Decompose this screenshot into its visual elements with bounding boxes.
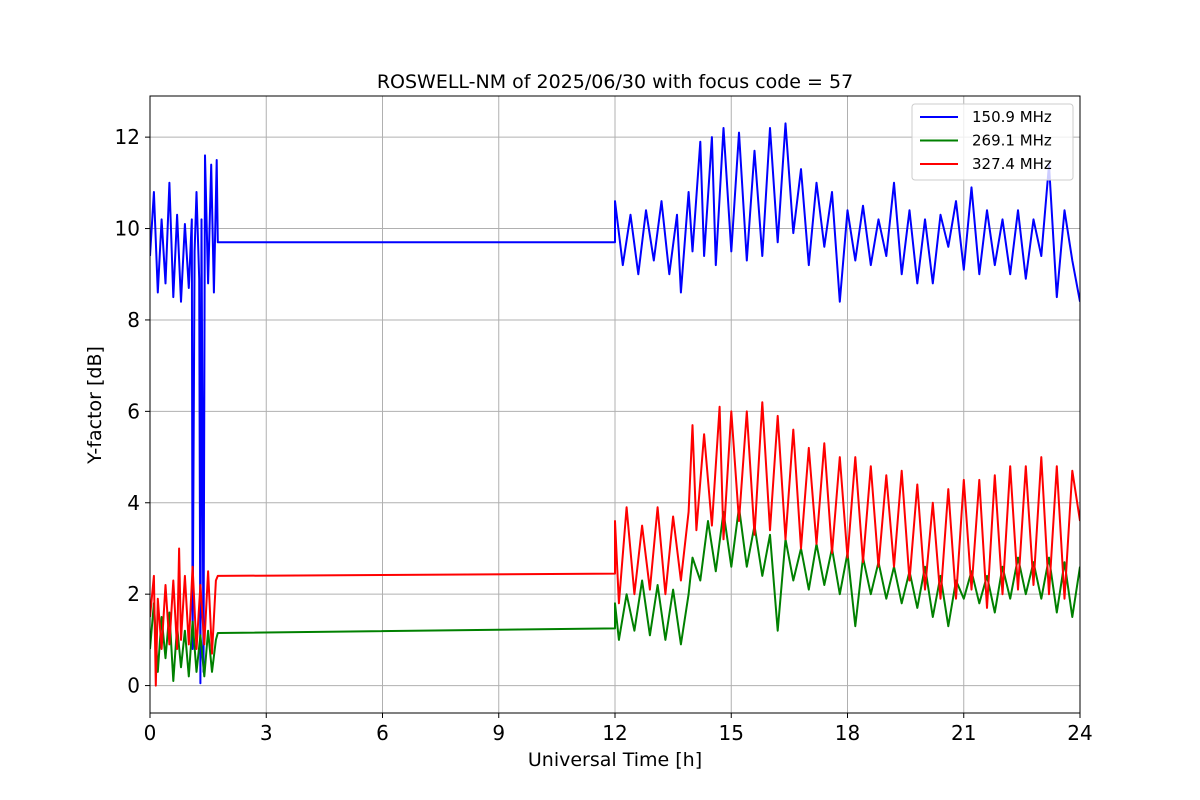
y-tick-label: 12 <box>115 125 140 149</box>
legend: 150.9 MHz 269.1 MHz 327.4 MHz <box>911 103 1074 181</box>
x-tick-label: 18 <box>835 721 860 745</box>
series-lines <box>150 122 1080 687</box>
legend-label-1: 150.9 MHz <box>972 108 1052 126</box>
series-line-2 <box>150 506 1080 682</box>
y-tick-label: 2 <box>127 582 140 606</box>
chart-title: ROSWELL-NM of 2025/06/30 with focus code… <box>377 71 853 93</box>
x-tick-label: 6 <box>376 721 389 745</box>
x-tick-label: 12 <box>602 721 627 745</box>
y-tick-label: 6 <box>127 399 140 423</box>
y-tick-label: 8 <box>127 308 140 332</box>
y-tick-label: 4 <box>127 491 140 515</box>
x-tick-label: 9 <box>492 721 505 745</box>
x-axis-label: Universal Time [h] <box>528 749 702 771</box>
x-tick-label: 21 <box>951 721 976 745</box>
series-line-1 <box>150 122 1080 685</box>
legend-label-2: 269.1 MHz <box>972 132 1052 150</box>
x-tick-label: 3 <box>260 721 273 745</box>
legend-box <box>911 103 1074 181</box>
x-tick-label: 15 <box>719 721 744 745</box>
y-tick-label: 0 <box>127 674 140 698</box>
series-line-3 <box>150 401 1080 687</box>
y-tick-label: 10 <box>115 217 140 241</box>
x-tick-label: 24 <box>1067 721 1092 745</box>
y-axis-label: Y-factor [dB] <box>84 346 106 465</box>
legend-label-3: 327.4 MHz <box>972 155 1052 173</box>
x-tick-label: 0 <box>144 721 157 745</box>
